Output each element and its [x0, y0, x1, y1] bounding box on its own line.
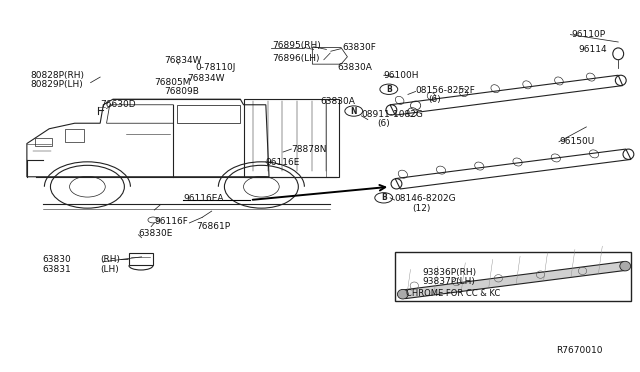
Text: 76834W: 76834W: [164, 56, 202, 65]
Bar: [35, 138, 52, 146]
Text: 96114: 96114: [578, 45, 607, 54]
Text: 76805M: 76805M: [154, 78, 191, 87]
Bar: [394, 252, 631, 301]
Text: B: B: [386, 85, 392, 94]
Text: 93837P(LH): 93837P(LH): [422, 278, 475, 286]
Text: N: N: [351, 106, 357, 116]
Text: (LH): (LH): [100, 264, 119, 273]
Polygon shape: [401, 262, 627, 299]
Text: 96116EA: 96116EA: [183, 195, 223, 203]
Text: 76896(LH): 76896(LH): [272, 54, 320, 63]
Text: (12): (12): [412, 203, 431, 213]
Ellipse shape: [620, 261, 630, 271]
Text: 93836P(RH): 93836P(RH): [422, 268, 476, 277]
Text: 63831: 63831: [43, 264, 72, 273]
Text: (6): (6): [378, 119, 390, 128]
Text: 96100H: 96100H: [384, 71, 419, 80]
Text: 63830A: 63830A: [337, 63, 372, 72]
Text: 63830F: 63830F: [342, 43, 376, 52]
Text: 63830: 63830: [43, 255, 72, 264]
Text: 08146-8202G: 08146-8202G: [394, 195, 456, 203]
Text: 76630D: 76630D: [100, 100, 136, 109]
Text: R7670010: R7670010: [556, 346, 602, 355]
Text: 08911-1082G: 08911-1082G: [362, 109, 423, 119]
Bar: [65, 129, 84, 142]
Text: 76861P: 76861P: [196, 222, 230, 231]
Text: 96150U: 96150U: [559, 137, 594, 146]
Ellipse shape: [397, 289, 408, 299]
Text: 80828P(RH): 80828P(RH): [30, 71, 84, 80]
Text: 76895(RH): 76895(RH): [272, 41, 321, 50]
Text: CHROME FOR CC & KC: CHROME FOR CC & KC: [406, 289, 500, 298]
Text: 76834W: 76834W: [188, 74, 225, 83]
Text: 96110P: 96110P: [572, 30, 606, 39]
Text: 76809B: 76809B: [164, 87, 199, 96]
Text: 78878N: 78878N: [291, 145, 327, 154]
Text: (6): (6): [428, 95, 441, 104]
Text: 96116E: 96116E: [266, 157, 300, 167]
Text: 80829P(LH): 80829P(LH): [30, 80, 83, 89]
Text: 63830E: 63830E: [138, 230, 173, 238]
Text: 63830A: 63830A: [320, 97, 355, 106]
Text: B: B: [381, 193, 387, 202]
Text: 96116F: 96116F: [154, 217, 188, 225]
Text: 0-78110J: 0-78110J: [196, 63, 236, 72]
Text: 08156-8252F: 08156-8252F: [415, 86, 476, 94]
Text: (RH)—: (RH)—: [100, 255, 129, 264]
